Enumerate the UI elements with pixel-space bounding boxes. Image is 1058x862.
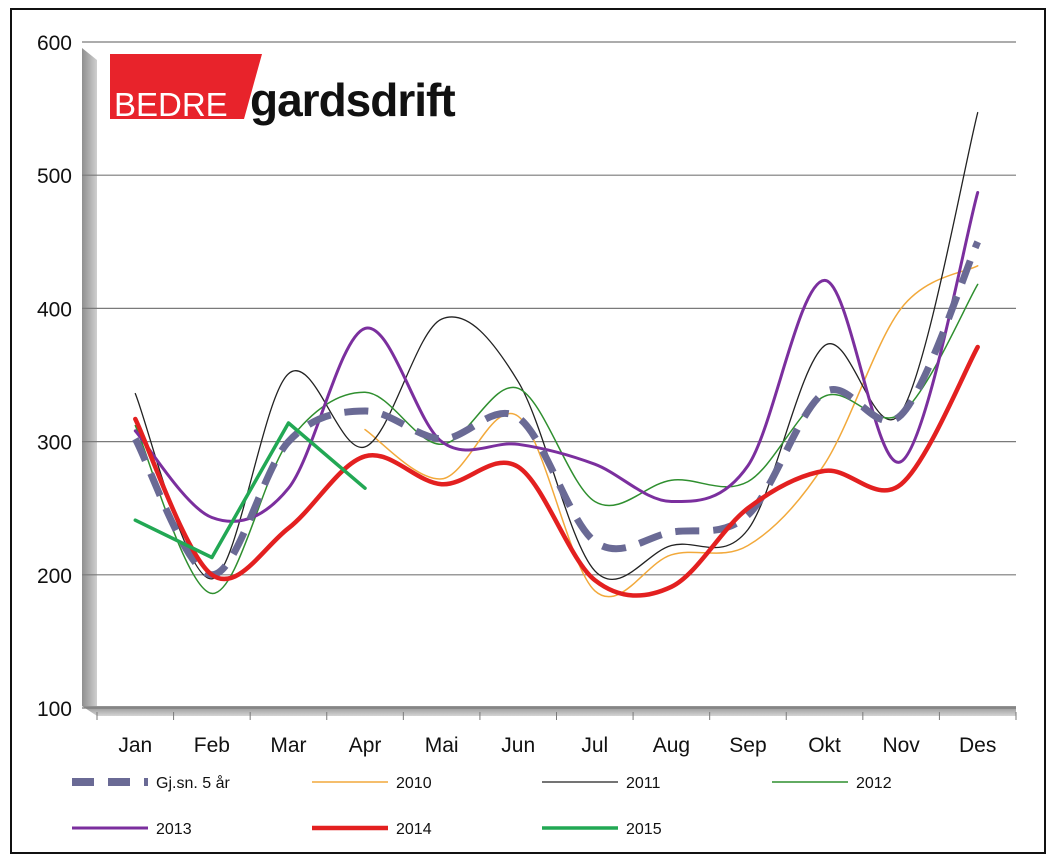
logo-word-gardsdrift: gardsdrift xyxy=(250,74,455,126)
x-tick-label: Aug xyxy=(653,734,690,757)
y-tick-label: 400 xyxy=(37,298,72,321)
x-axis-ticks xyxy=(96,712,1017,720)
x-tick-label: Mai xyxy=(425,734,459,757)
logo: BEDRE gardsdrift xyxy=(110,54,456,126)
y-tick-label: 100 xyxy=(37,698,72,721)
x-tick-label: Apr xyxy=(349,734,382,757)
legend: Gj.sn. 5 år 2010 2011 2012 2013 2014 2015 xyxy=(72,774,892,838)
series-line-2014 xyxy=(133,344,980,598)
x-tick-label: Nov xyxy=(882,734,920,757)
y-tick-label: 500 xyxy=(37,165,72,188)
y-tick-label: 600 xyxy=(37,32,72,55)
legend-label: 2015 xyxy=(626,821,662,838)
x-tick-label: Mar xyxy=(270,734,306,757)
series-line-2011 xyxy=(134,111,979,580)
legend-label: 2014 xyxy=(396,821,432,838)
y-axis-labels: 100 200 300 400 500 600 xyxy=(37,32,72,721)
legend-label: 2011 xyxy=(626,775,661,792)
x-tick-label: Feb xyxy=(194,734,230,757)
legend-label: 2010 xyxy=(396,775,432,792)
logo-red-banner xyxy=(110,54,262,119)
left-wall xyxy=(82,48,97,713)
legend-label: 2013 xyxy=(156,821,192,838)
x-tick-label: Des xyxy=(959,734,996,757)
gridlines xyxy=(82,41,1016,709)
x-tick-label: Jul xyxy=(581,734,608,757)
y-tick-label: 200 xyxy=(37,565,72,588)
x-tick-label: Jan xyxy=(118,734,152,757)
x-tick-label: Jun xyxy=(501,734,535,757)
series-line-2015 xyxy=(133,421,367,560)
series-line-2010 xyxy=(364,265,979,598)
series-line-2012 xyxy=(134,283,979,595)
series-line-2013 xyxy=(133,191,980,523)
legend-label: Gj.sn. 5 år xyxy=(156,774,230,792)
x-tick-label: Sep xyxy=(729,734,766,757)
x-axis-labels: Jan Feb Mar Apr Mai Jun Jul Aug Sep Okt Nov Des xyxy=(118,734,996,757)
y-tick-label: 300 xyxy=(37,432,72,455)
x-tick-label: Okt xyxy=(808,734,841,757)
series-lines xyxy=(132,111,981,598)
logo-word-bedre: BEDRE xyxy=(114,86,228,123)
legend-label: 2012 xyxy=(856,775,892,792)
series-line-gj-sn-5-r xyxy=(132,240,981,579)
